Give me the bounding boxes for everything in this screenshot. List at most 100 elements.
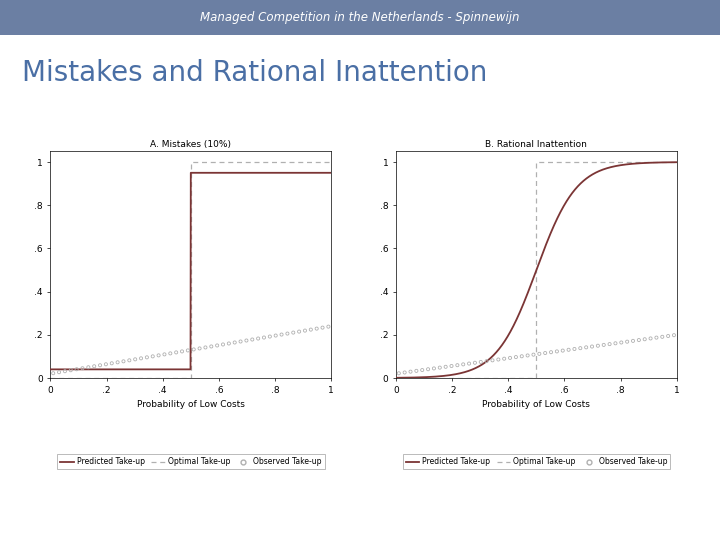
Point: [258, 333, 270, 342]
Point: [253, 334, 264, 343]
Point: [212, 341, 223, 350]
Point: [539, 349, 551, 357]
Point: [434, 363, 446, 372]
Point: [416, 366, 428, 374]
Point: [205, 342, 217, 351]
Point: [504, 354, 516, 362]
Point: [48, 369, 59, 377]
Point: [276, 330, 287, 339]
Point: [323, 322, 334, 331]
Point: [223, 339, 235, 348]
Point: [510, 353, 522, 361]
Point: [569, 345, 580, 353]
Point: [77, 364, 89, 373]
Point: [440, 362, 451, 371]
Point: [598, 341, 610, 349]
Point: [487, 356, 498, 364]
Point: [100, 360, 112, 369]
Point: [662, 332, 674, 340]
Point: [610, 339, 621, 348]
Text: Managed Competition in the Netherlands - Spinnewijn: Managed Competition in the Netherlands -…: [200, 11, 520, 24]
Point: [83, 363, 94, 372]
Point: [492, 355, 504, 364]
Point: [53, 368, 65, 376]
Point: [475, 357, 487, 366]
Point: [300, 326, 311, 335]
Point: [399, 368, 410, 377]
Point: [171, 348, 182, 357]
Point: [293, 327, 305, 336]
Point: [668, 331, 680, 340]
Point: [410, 367, 422, 375]
Point: [182, 346, 194, 355]
Point: [287, 328, 299, 337]
Point: [94, 361, 106, 369]
Point: [89, 362, 100, 370]
Legend: Predicted Take-up, Optimal Take-up, Observed Take-up: Predicted Take-up, Optimal Take-up, Obse…: [57, 454, 325, 469]
Point: [112, 358, 123, 367]
Point: [557, 346, 569, 355]
Point: [575, 344, 586, 353]
Point: [651, 333, 662, 342]
Point: [176, 347, 188, 356]
Point: [563, 346, 575, 354]
Point: [522, 351, 534, 360]
Point: [217, 340, 229, 349]
Point: [165, 349, 176, 357]
X-axis label: Probability of Low Costs: Probability of Low Costs: [482, 400, 590, 409]
Point: [106, 359, 117, 368]
Point: [645, 334, 657, 343]
Point: [621, 338, 633, 346]
Point: [633, 336, 644, 345]
Point: [393, 369, 405, 377]
Point: [282, 329, 293, 338]
Point: [240, 336, 252, 345]
Point: [592, 341, 603, 350]
Point: [457, 360, 469, 369]
Point: [264, 332, 276, 341]
Point: [405, 367, 416, 376]
Point: [305, 325, 317, 334]
Point: [135, 354, 147, 363]
Point: [463, 359, 474, 368]
Point: [616, 338, 627, 347]
Legend: Predicted Take-up, Optimal Take-up, Observed Take-up: Predicted Take-up, Optimal Take-up, Obse…: [402, 454, 670, 469]
X-axis label: Probability of Low Costs: Probability of Low Costs: [137, 400, 245, 409]
Point: [423, 365, 434, 374]
Point: [270, 331, 282, 340]
Point: [141, 353, 153, 362]
Point: [235, 337, 246, 346]
Point: [604, 340, 616, 348]
Point: [117, 357, 129, 366]
Point: [516, 352, 528, 361]
Point: [188, 345, 199, 354]
Title: A. Mistakes (10%): A. Mistakes (10%): [150, 140, 231, 149]
Point: [498, 354, 510, 363]
Point: [639, 335, 650, 343]
Point: [65, 366, 76, 375]
Point: [534, 349, 545, 358]
Point: [428, 364, 440, 373]
Point: [71, 365, 82, 374]
Point: [311, 325, 323, 333]
Point: [469, 359, 481, 367]
Point: [551, 347, 562, 356]
Point: [194, 344, 205, 353]
Point: [657, 333, 668, 341]
Point: [147, 352, 158, 361]
Point: [545, 348, 557, 356]
Point: [528, 350, 539, 359]
Point: [580, 343, 592, 352]
Point: [199, 343, 211, 352]
Point: [130, 355, 141, 363]
Point: [59, 367, 71, 375]
Point: [124, 356, 135, 364]
Point: [229, 338, 240, 347]
Text: Mistakes and Rational Inattention: Mistakes and Rational Inattention: [22, 59, 487, 87]
Point: [158, 350, 170, 359]
Point: [627, 336, 639, 345]
Point: [481, 357, 492, 366]
Title: B. Rational Inattention: B. Rational Inattention: [485, 140, 588, 149]
Point: [317, 323, 328, 332]
Point: [451, 361, 463, 369]
